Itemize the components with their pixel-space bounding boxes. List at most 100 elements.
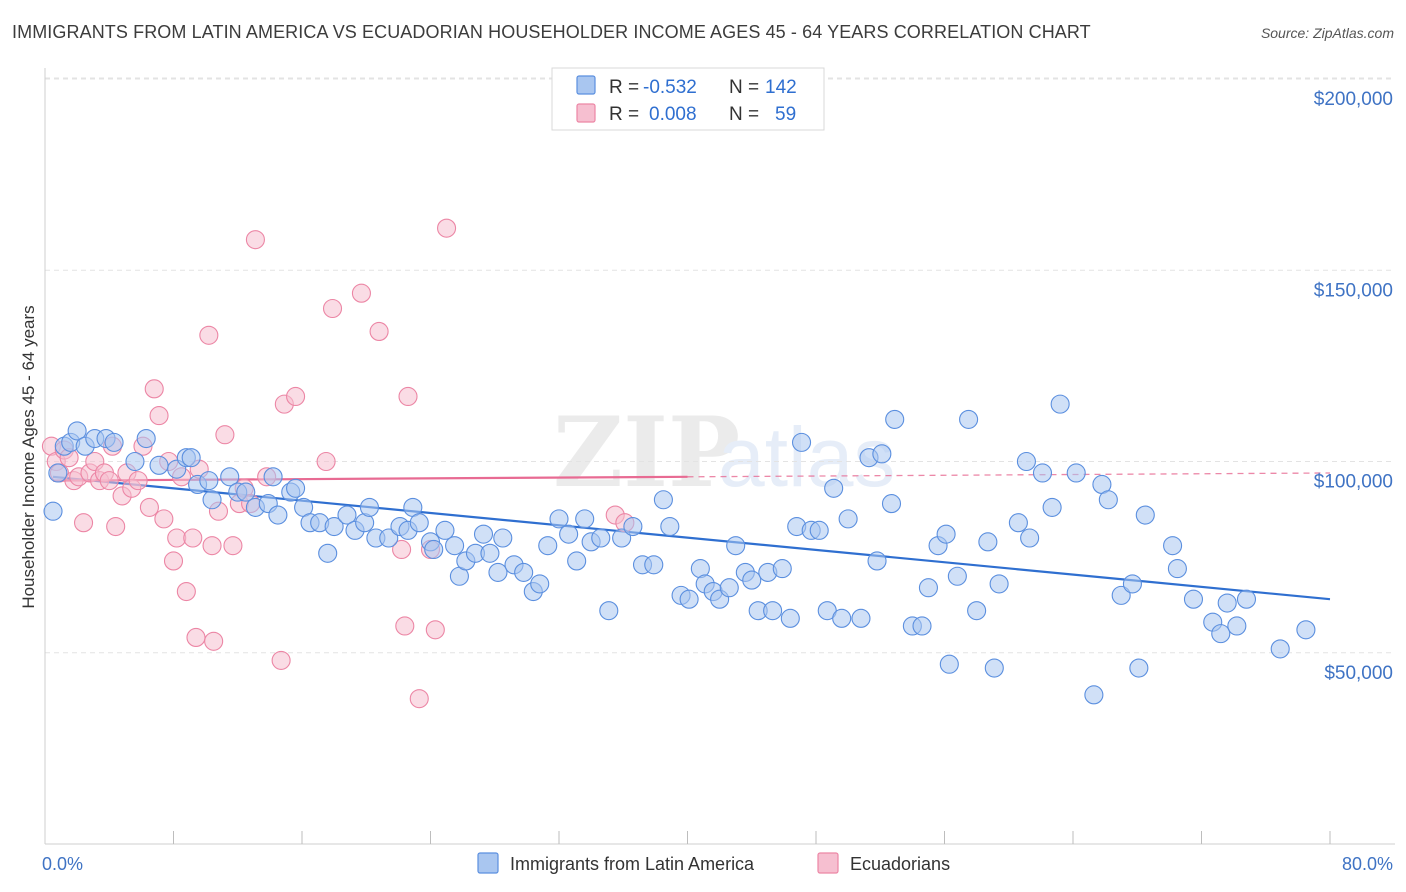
- ecuadorian-point-52: [398, 386, 418, 407]
- ecuadorian-point-14: [106, 516, 126, 537]
- series-legend: Immigrants from Latin America Ecuadorian…: [477, 852, 950, 874]
- latin-america-point-87: [791, 432, 812, 452]
- y-tick-label-2: $150,000: [1314, 280, 1393, 301]
- ecuadorian-point-25: [163, 551, 184, 571]
- latin-america-point-123: [1122, 574, 1142, 594]
- legend-box: [551, 67, 825, 131]
- latin-america-point-58: [549, 509, 569, 529]
- latin-america-point-134: [1270, 639, 1290, 659]
- latin-america-point-64: [599, 601, 619, 621]
- ecuadorian-point-48: [351, 283, 371, 303]
- latin-america-point-50: [480, 543, 500, 563]
- latin-america-point-18: [220, 467, 240, 487]
- legend-r-value-1: -0.532: [643, 77, 697, 98]
- latin-america-point-101: [912, 616, 932, 636]
- legend-n-value-2: 59: [775, 104, 796, 125]
- latin-america-point-41: [409, 513, 429, 533]
- ecuadorian-point-22: [149, 406, 169, 426]
- ecuadorian-point-43: [271, 650, 291, 670]
- latin-america-point-107: [959, 409, 979, 429]
- latin-america-point-127: [1167, 559, 1187, 579]
- latin-america-point-94: [851, 608, 871, 628]
- latin-america-point-109: [978, 532, 998, 552]
- ecuadorian-point-56: [437, 218, 457, 238]
- latin-america-point-49: [473, 524, 494, 544]
- latin-america-point-96: [867, 551, 887, 571]
- ecuadorian-trend-line-dashed: [687, 472, 1331, 478]
- latin-america-point-93: [838, 509, 858, 529]
- latin-america-point-69: [653, 490, 673, 510]
- ecuadorian-point-23: [154, 509, 174, 529]
- latin-america-point-106: [947, 566, 967, 586]
- latin-america-point-26: [286, 478, 306, 498]
- latin-america-point-68: [644, 555, 664, 575]
- latin-america-point-110: [984, 658, 1004, 678]
- latin-america-point-0: [43, 501, 63, 521]
- latin-america-point-132: [1227, 616, 1247, 636]
- latin-america-point-10: [136, 428, 156, 449]
- latin-america-point-125: [1135, 505, 1155, 525]
- latin-america-point-98: [881, 494, 902, 514]
- latin-america-point-131: [1217, 593, 1237, 613]
- correlation-legend: R = -0.532 N = 142 R = 0.008 N = 59: [551, 67, 825, 131]
- latin-america-point-51: [488, 562, 508, 582]
- latin-america-point-45: [445, 536, 465, 556]
- latin-america-point-16: [199, 471, 219, 491]
- latin-america-point-14: [181, 448, 201, 468]
- latin-america-points: [43, 394, 1316, 705]
- latin-america-point-130: [1211, 624, 1231, 644]
- ecuadorian-point-20: [139, 497, 159, 517]
- latin-america-point-72: [679, 589, 699, 609]
- latin-america-point-121: [1098, 490, 1118, 510]
- latin-america-point-135: [1296, 620, 1316, 640]
- latin-america-point-70: [660, 516, 680, 537]
- ecuadorian-point-41: [245, 230, 265, 250]
- latin-america-point-66: [623, 516, 643, 537]
- latin-america-point-92: [832, 608, 852, 628]
- latin-america-point-4: [67, 421, 87, 441]
- latin-america-point-105: [939, 654, 959, 674]
- latin-america-point-61: [575, 509, 595, 529]
- latin-america-point-52: [493, 528, 513, 548]
- ecuadorian-point-29: [183, 528, 203, 548]
- latin-america-point-117: [1050, 394, 1070, 414]
- latin-america-point-60: [567, 551, 587, 571]
- latin-america-point-32: [337, 505, 357, 525]
- source-credit: Source: ZipAtlas.com: [1260, 25, 1394, 41]
- latin-america-point-54: [514, 562, 534, 582]
- latin-america-point-44: [435, 520, 455, 540]
- bottom-legend-label-pink: Ecuadorians: [850, 854, 950, 874]
- y-tick-label-0: $50,000: [1324, 663, 1393, 684]
- latin-america-point-118: [1066, 463, 1086, 483]
- watermark-zip: ZIP: [553, 396, 740, 509]
- latin-america-point-119: [1084, 685, 1104, 705]
- y-tick-label-3: $200,000: [1314, 89, 1393, 110]
- latin-america-point-80: [742, 570, 762, 590]
- latin-america-point-104: [936, 524, 956, 544]
- ecuadorian-point-55: [425, 620, 445, 640]
- latin-america-point-63: [591, 528, 611, 548]
- ecuadorian-point-50: [392, 539, 412, 560]
- latin-america-point-122: [1111, 585, 1131, 605]
- ecuadorian-point-30: [186, 627, 206, 648]
- latin-america-point-65: [612, 528, 632, 548]
- legend-r-value-2: 0.008: [649, 104, 697, 125]
- ecuadorian-point-32: [199, 325, 219, 345]
- ecuadorian-point-12: [99, 471, 119, 491]
- latin-america-point-35: [359, 497, 380, 517]
- legend-r-label-1: R =: [609, 77, 639, 98]
- latin-america-point-43: [424, 539, 444, 560]
- latin-america-point-128: [1183, 589, 1204, 609]
- legend-n-value-1: 142: [765, 77, 797, 98]
- x-tick-labels: 0.0% 80.0%: [42, 854, 1393, 874]
- y-tick-label-1: $100,000: [1314, 472, 1393, 493]
- y-axis-label: Householder Income Ages 45 - 64 years: [19, 305, 38, 608]
- latin-america-point-59: [559, 524, 579, 544]
- latin-america-point-116: [1042, 497, 1062, 517]
- latin-america-point-83: [763, 601, 783, 621]
- latin-america-point-89: [809, 520, 829, 540]
- latin-america-point-30: [318, 543, 338, 563]
- ecuadorian-point-51: [395, 616, 415, 636]
- latin-america-point-91: [824, 478, 844, 498]
